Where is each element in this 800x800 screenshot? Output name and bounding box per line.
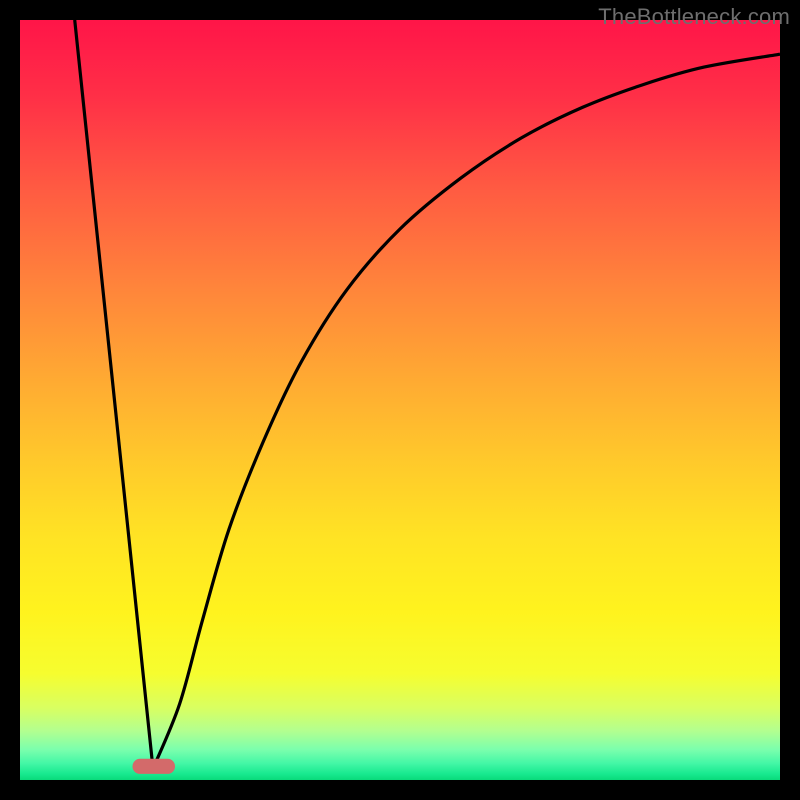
watermark-text: TheBottleneck.com	[598, 4, 790, 30]
plot-background	[20, 20, 780, 780]
vertex-marker	[132, 759, 175, 774]
bottleneck-chart	[0, 0, 800, 800]
